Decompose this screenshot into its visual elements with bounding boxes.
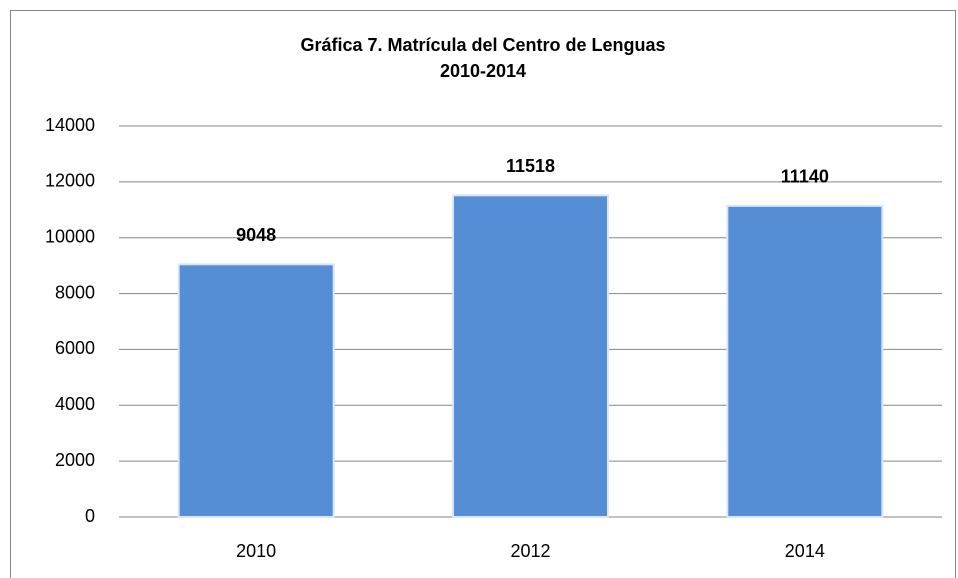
bar [177,263,335,518]
y-tick-label: 2000 [55,450,95,470]
x-tick-label: 2010 [236,541,276,561]
data-label: 11140 [781,167,829,187]
data-label: 9048 [236,225,276,245]
y-tick-label: 6000 [55,338,95,358]
y-tick-label: 4000 [55,394,95,414]
chart-title: Gráfica 7. Matrícula del Centro de Lengu… [300,35,665,55]
y-tick-label: 10000 [45,226,95,246]
y-tick-label: 12000 [45,171,95,191]
y-tick-label: 8000 [55,282,95,302]
x-tick-label: 2012 [510,541,550,561]
y-tick-label: 14000 [45,115,95,135]
x-tick-label: 2014 [785,541,825,561]
bar [726,204,884,519]
data-label: 11518 [506,156,555,176]
y-tick-label: 0 [85,506,95,526]
chart-subtitle: 2010-2014 [440,61,526,81]
bar [452,194,609,518]
